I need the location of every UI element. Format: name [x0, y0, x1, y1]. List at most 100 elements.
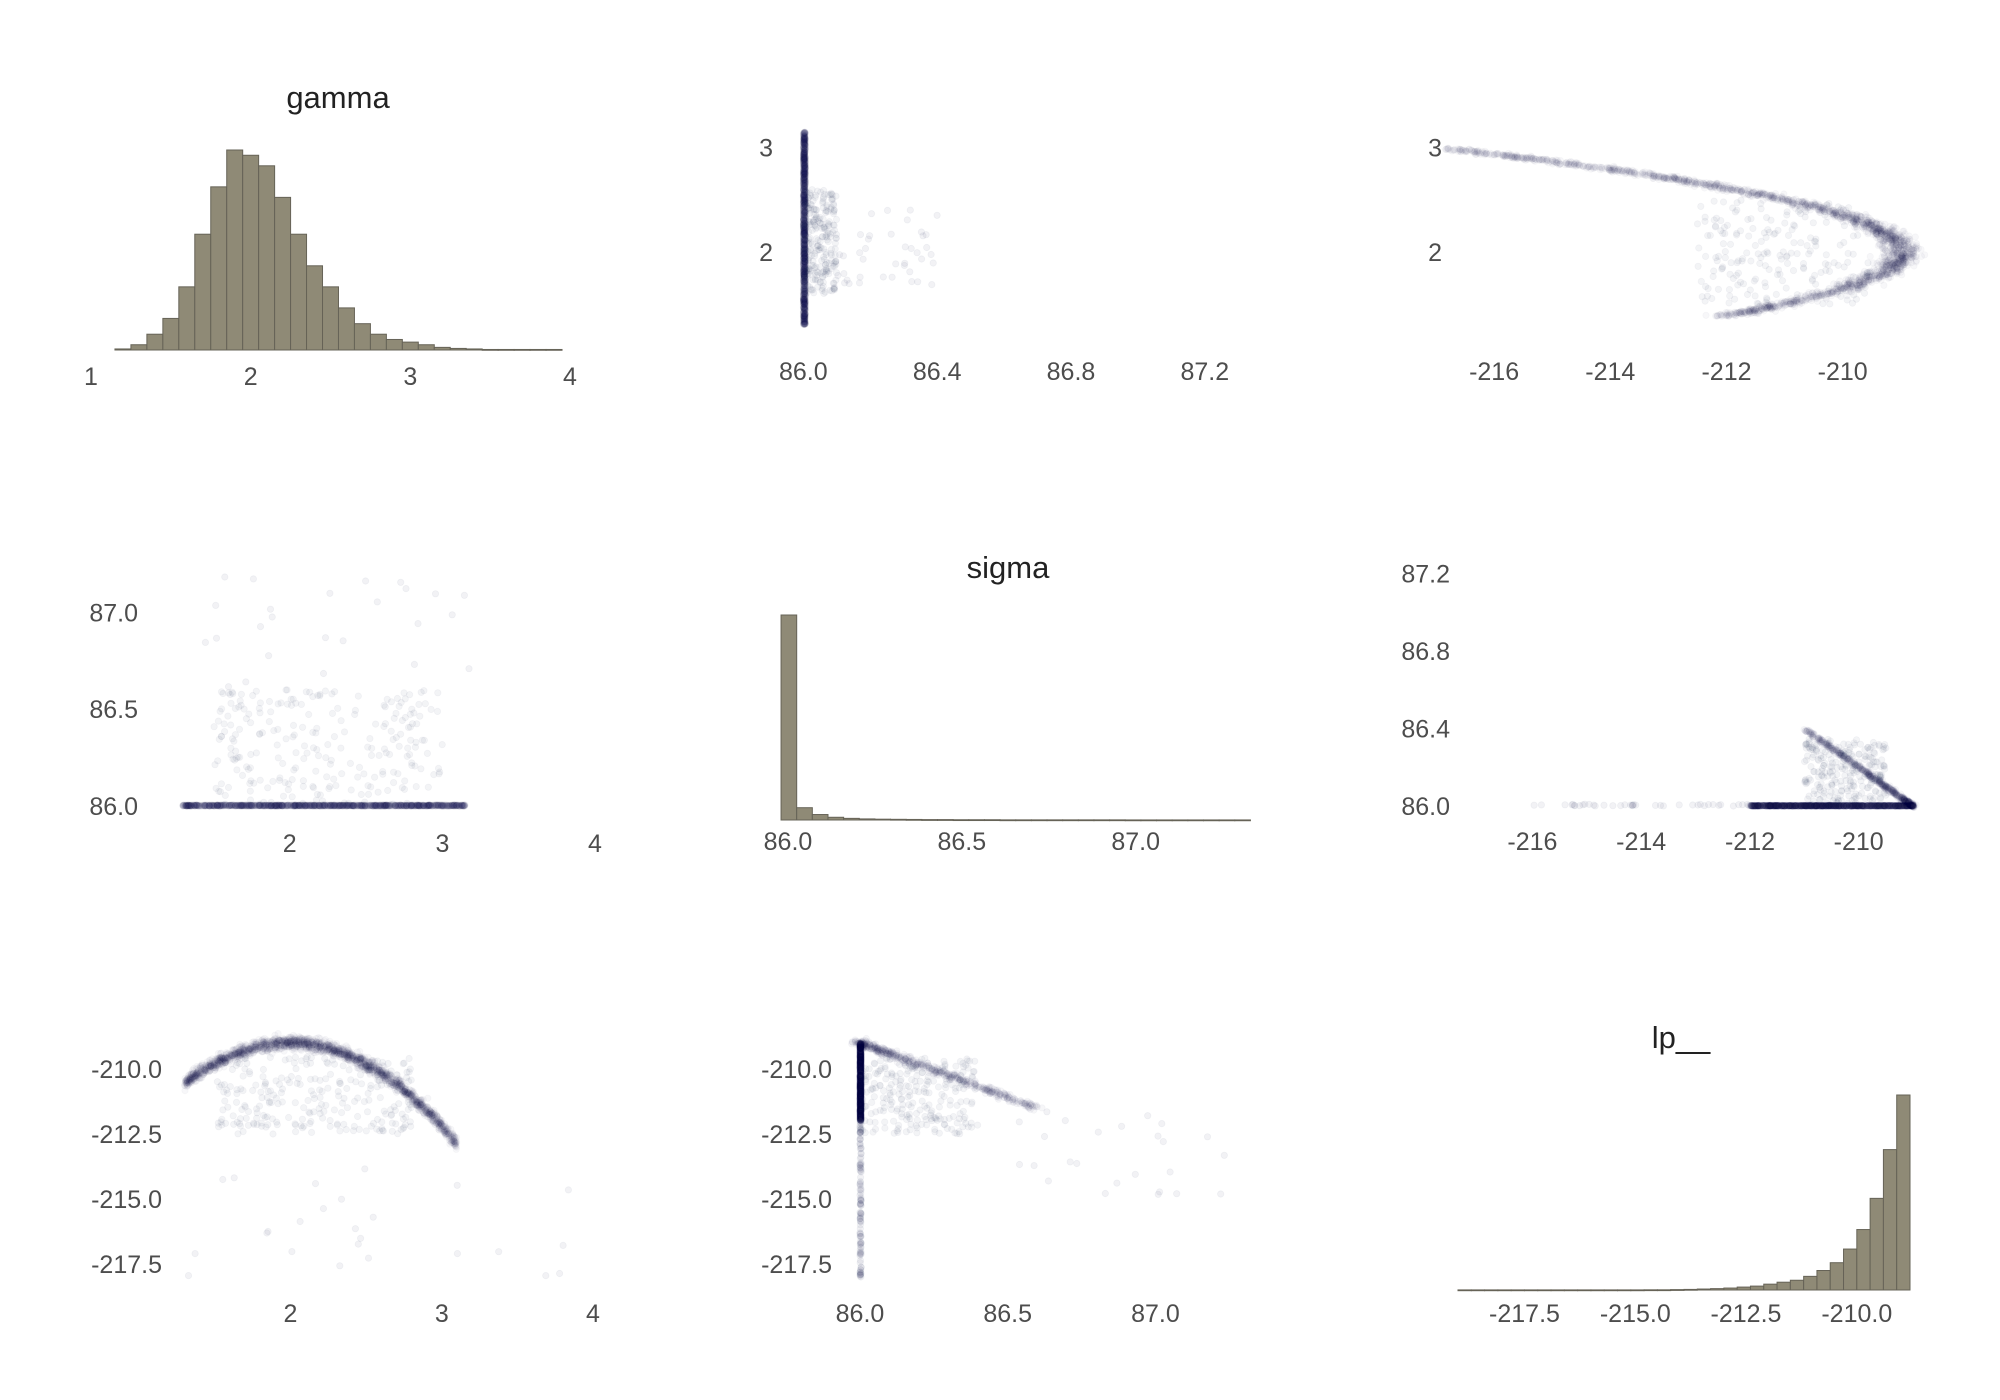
scatter-point: [801, 312, 807, 318]
scatter-point: [806, 189, 814, 197]
scatter-point: [1710, 216, 1718, 224]
scatter-point: [1694, 180, 1700, 186]
scatter-point: [1719, 187, 1725, 193]
scatter-point: [807, 245, 815, 253]
scatter-point: [1763, 296, 1771, 304]
scatter-point: [1881, 282, 1887, 288]
scatter-point: [830, 208, 838, 216]
scatter-point: [822, 251, 830, 259]
histogram-bar: [449, 347, 467, 351]
scatter-point: [913, 249, 921, 257]
scatter-point: [830, 226, 839, 234]
scatter-point: [824, 191, 832, 199]
scatter-point: [805, 217, 813, 226]
scatter-point: [1830, 259, 1838, 267]
scatter-point: [826, 233, 834, 241]
scatter-point: [804, 256, 813, 264]
scatter-point: [1580, 163, 1586, 169]
scatter-point: [1772, 290, 1780, 298]
scatter-point: [820, 267, 829, 275]
scatter-point: [815, 246, 824, 254]
scatter-point: [1734, 269, 1743, 277]
scatter-point: [1714, 313, 1720, 319]
scatter-point: [901, 259, 909, 267]
scatter-point: [1861, 283, 1869, 291]
scatter-point: [1624, 167, 1630, 173]
scatter-point: [817, 244, 825, 252]
scatter-point: [812, 206, 820, 214]
scatter-point: [1888, 259, 1894, 265]
scatter-point: [1697, 277, 1705, 285]
scatter-point: [1694, 262, 1702, 270]
scatter-point: [824, 267, 832, 275]
scatter-point: [1835, 280, 1843, 289]
scatter-point: [804, 248, 812, 256]
scatter-point: [827, 256, 836, 265]
scatter-point: [1891, 223, 1897, 229]
scatter-point: [1743, 290, 1752, 299]
scatter-point: [1753, 299, 1761, 307]
scatter-point: [1725, 299, 1733, 307]
scatter-point: [816, 237, 824, 245]
scatter-point: [839, 252, 848, 260]
scatter-point: [818, 286, 826, 294]
scatter-point: [1707, 184, 1713, 190]
scatter-point: [800, 271, 808, 279]
y-tick-label: 2: [1428, 239, 1442, 267]
scatter-point: [1840, 222, 1849, 230]
scatter-point: [845, 279, 853, 288]
scatter-point: [829, 221, 838, 229]
scatter-point: [800, 230, 808, 238]
scatter-point: [834, 271, 842, 280]
scatter-point: [1822, 218, 1830, 226]
histogram-bar: [385, 338, 403, 351]
scatter-point: [813, 242, 821, 250]
scatter-point: [800, 251, 808, 259]
scatter-point: [840, 269, 848, 278]
scatter-point: [1751, 241, 1759, 250]
scatter-point: [820, 289, 828, 297]
scatter-point: [1721, 230, 1729, 238]
scatter-point: [807, 220, 815, 228]
scatter-point: [832, 276, 840, 284]
scatter-point: [815, 215, 823, 223]
scatter-point: [923, 243, 931, 252]
histogram-bar: [353, 323, 371, 351]
scatter-point: [1894, 267, 1900, 273]
scatter-point: [1907, 236, 1913, 242]
scatter-point: [1783, 252, 1791, 260]
scatter-point: [807, 201, 815, 209]
scatter-point: [810, 252, 819, 260]
scatter-point: [803, 272, 812, 280]
scatter-point: [1731, 295, 1739, 303]
y-tick-label: 2: [759, 239, 773, 267]
scatter-point: [1810, 200, 1819, 208]
scatter-point: [827, 205, 835, 213]
scatter-point: [1613, 166, 1619, 172]
x-tick-label: 4: [563, 363, 577, 391]
scatter-point: [813, 268, 821, 276]
scatter-point: [803, 270, 812, 278]
scatter-point: [830, 284, 838, 293]
scatter-point: [805, 228, 813, 236]
histogram-bar: [274, 196, 292, 351]
scatter-point: [1770, 230, 1778, 238]
scatter-point: [1895, 235, 1901, 241]
scatter-point: [1787, 301, 1793, 307]
scatter-point: [1845, 281, 1851, 287]
scatter-point: [813, 276, 821, 284]
scatter-point: [1811, 271, 1819, 279]
scatter-point: [811, 222, 819, 230]
scatter-point: [1703, 312, 1709, 318]
scatter-point: [811, 275, 819, 283]
x-tick-label: 1: [84, 363, 98, 391]
scatter-point: [1729, 274, 1737, 282]
scatter-point: [826, 230, 835, 238]
scatter-point: [1721, 254, 1729, 262]
scatter-point: [823, 201, 831, 209]
scatter-point: [828, 195, 836, 203]
scatter-point: [1734, 281, 1742, 289]
scatter-point: [825, 222, 833, 230]
scatter-point: [1757, 253, 1765, 262]
scatter-point: [1590, 165, 1596, 171]
